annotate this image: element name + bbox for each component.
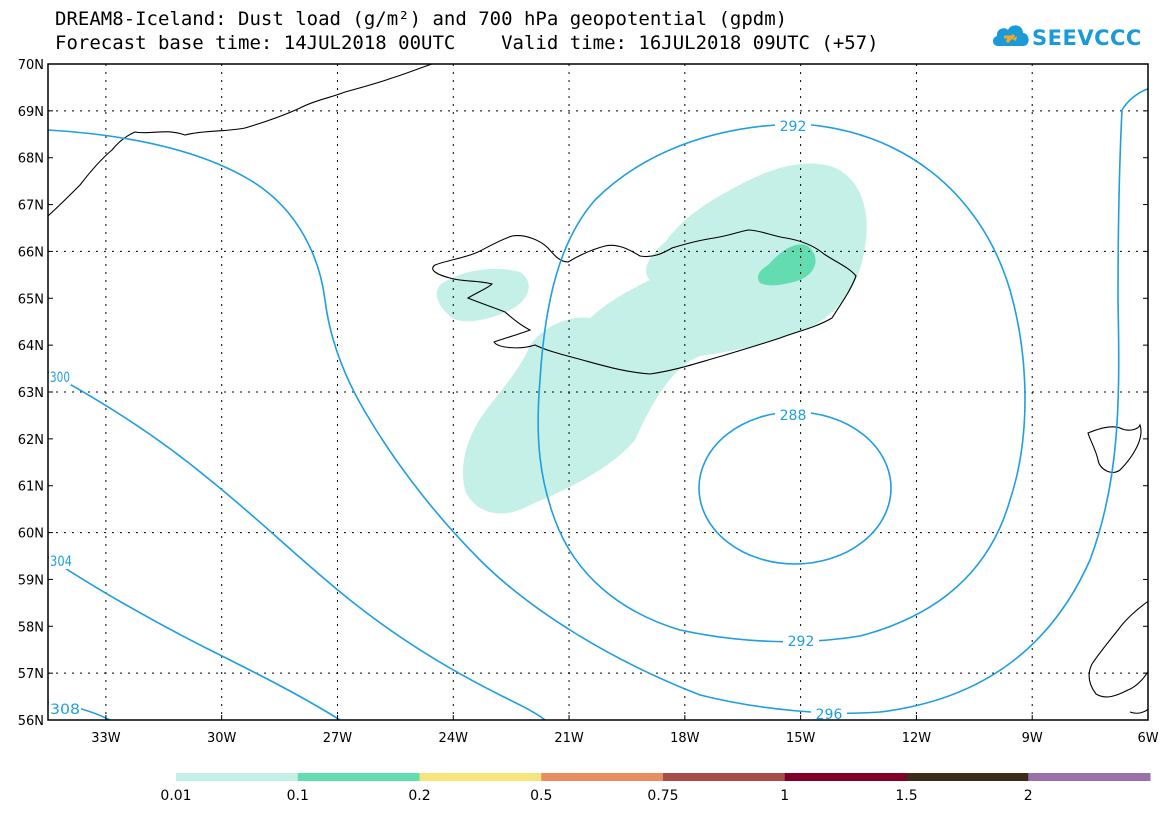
contour-label-308: 308 — [50, 702, 80, 718]
colorbar-swatch — [541, 773, 664, 781]
colorbar-swatch — [176, 773, 299, 781]
map-title: DREAM8-Iceland: Dust load (g/m²) and 700… — [55, 8, 788, 30]
colorbar-label: 2 — [1024, 788, 1033, 804]
colorbar-label: 0.75 — [647, 788, 678, 804]
longitude-label: 9W — [1022, 731, 1043, 746]
contour-labels: 292 288 292 296 300 304 308 — [49, 117, 847, 723]
contour-296 — [48, 87, 1148, 715]
longitude-labels: 33W 30W 27W 24W 21W 18W 15W 12W 9W 6W — [91, 731, 1159, 746]
contour-292 — [537, 123, 1026, 643]
colorbar-label: 0.2 — [408, 788, 430, 804]
colorbar-swatch — [1028, 773, 1151, 781]
dust-area-low — [462, 163, 867, 514]
colorbar-swatch — [784, 773, 907, 781]
latitude-label: 66N — [18, 245, 44, 260]
map-subtitle: Forecast base time: 14JUL2018 00UTC Vali… — [55, 32, 879, 54]
colorbar-swatch — [419, 773, 542, 781]
faroe-coastline — [1087, 423, 1142, 473]
latitude-label: 59N — [18, 573, 44, 588]
colorbar-swatch — [297, 773, 420, 781]
colorbar: 0.01 0.1 0.2 0.5 0.75 1 1.5 2 — [160, 773, 1151, 804]
latitude-label: 60N — [18, 527, 44, 542]
latitude-label: 61N — [18, 480, 44, 495]
latitude-label: 67N — [18, 199, 44, 214]
contour-label-300: 300 — [50, 370, 70, 386]
colorbar-label: 1 — [780, 788, 789, 804]
colorbar-swatch — [906, 773, 1029, 781]
latitude-labels: 70N 69N 68N 67N 66N 65N 64N 63N 62N 61N 60N 59N 58N 5… — [18, 58, 44, 729]
dust-area-medium — [757, 244, 816, 286]
axis-ticks — [48, 63, 1149, 721]
colorbar-swatch — [663, 773, 786, 781]
scotland-coastline — [1088, 600, 1148, 714]
latitude-label: 69N — [18, 105, 44, 120]
contour-label-292-north: 292 — [780, 119, 807, 135]
dust-area-west — [436, 268, 529, 322]
logo-text: SEEVCCC — [1032, 26, 1142, 50]
seevccc-logo: SEEVCCC — [990, 20, 1142, 60]
coastlines — [48, 64, 1148, 714]
longitude-label: 30W — [207, 731, 237, 746]
latitude-label: 62N — [18, 433, 44, 448]
cloud-icon — [992, 25, 1029, 46]
geopotential-contours — [48, 87, 1148, 720]
latitude-label: 63N — [18, 386, 44, 401]
iceland-coastline — [432, 229, 857, 375]
colorbar-label: 0.1 — [287, 788, 309, 804]
longitude-label: 12W — [902, 731, 932, 746]
latitude-label: 56N — [18, 714, 44, 729]
longitude-label: 27W — [323, 731, 353, 746]
latitude-label: 64N — [18, 339, 44, 354]
contour-label-288: 288 — [780, 408, 807, 424]
contour-304 — [48, 556, 341, 720]
latitude-label: 65N — [18, 292, 44, 307]
latitude-label: 58N — [18, 620, 44, 635]
dust-load-shading — [436, 163, 867, 514]
longitude-label: 21W — [554, 731, 584, 746]
colorbar-label: 0.01 — [160, 788, 191, 804]
contour-288 — [698, 411, 892, 565]
longitude-label: 24W — [439, 731, 469, 746]
colorbar-label: 1.5 — [895, 788, 917, 804]
latitude-label: 57N — [18, 667, 44, 682]
contour-label-292-south: 292 — [788, 634, 815, 650]
longitude-label: 6W — [1137, 731, 1158, 746]
contour-label-304: 304 — [50, 554, 72, 570]
contour-label-296: 296 — [816, 707, 843, 723]
greenland-coastline — [48, 64, 433, 217]
latitude-label: 68N — [18, 152, 44, 167]
colorbar-label: 0.5 — [530, 788, 552, 804]
contour-300 — [48, 371, 546, 720]
longitude-label: 33W — [91, 731, 121, 746]
map-grid — [48, 64, 1148, 720]
longitude-label: 15W — [786, 731, 816, 746]
longitude-label: 18W — [670, 731, 700, 746]
latitude-label: 70N — [18, 58, 44, 73]
